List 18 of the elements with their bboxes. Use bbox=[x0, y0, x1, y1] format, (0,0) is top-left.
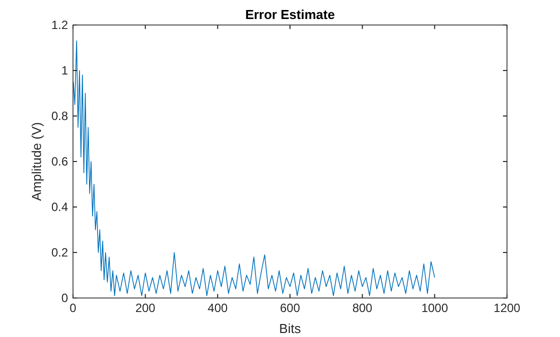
x-tick-label: 200 bbox=[135, 301, 156, 315]
y-tick-label: 0 bbox=[61, 291, 68, 305]
y-tick-label: 1 bbox=[61, 64, 68, 78]
x-tick-label: 1000 bbox=[421, 301, 448, 315]
x-axis-title: Bits bbox=[279, 321, 302, 336]
chart-title: Error Estimate bbox=[245, 7, 335, 22]
x-tick-label: 600 bbox=[280, 301, 300, 315]
x-tick-label: 1200 bbox=[494, 301, 521, 315]
y-tick-label: 0.4 bbox=[51, 200, 68, 214]
x-tick-label: 0 bbox=[70, 301, 77, 315]
y-tick-label: 1.2 bbox=[51, 18, 68, 32]
y-axis-title: Amplitude (V) bbox=[29, 122, 44, 201]
y-tick-label: 0.2 bbox=[51, 246, 68, 260]
x-tick-label: 800 bbox=[352, 301, 373, 315]
y-tick-label: 0.6 bbox=[51, 154, 68, 168]
line-series bbox=[72, 40, 436, 296]
y-tick-label: 0.8 bbox=[51, 109, 68, 123]
x-tick-label: 400 bbox=[208, 301, 228, 315]
